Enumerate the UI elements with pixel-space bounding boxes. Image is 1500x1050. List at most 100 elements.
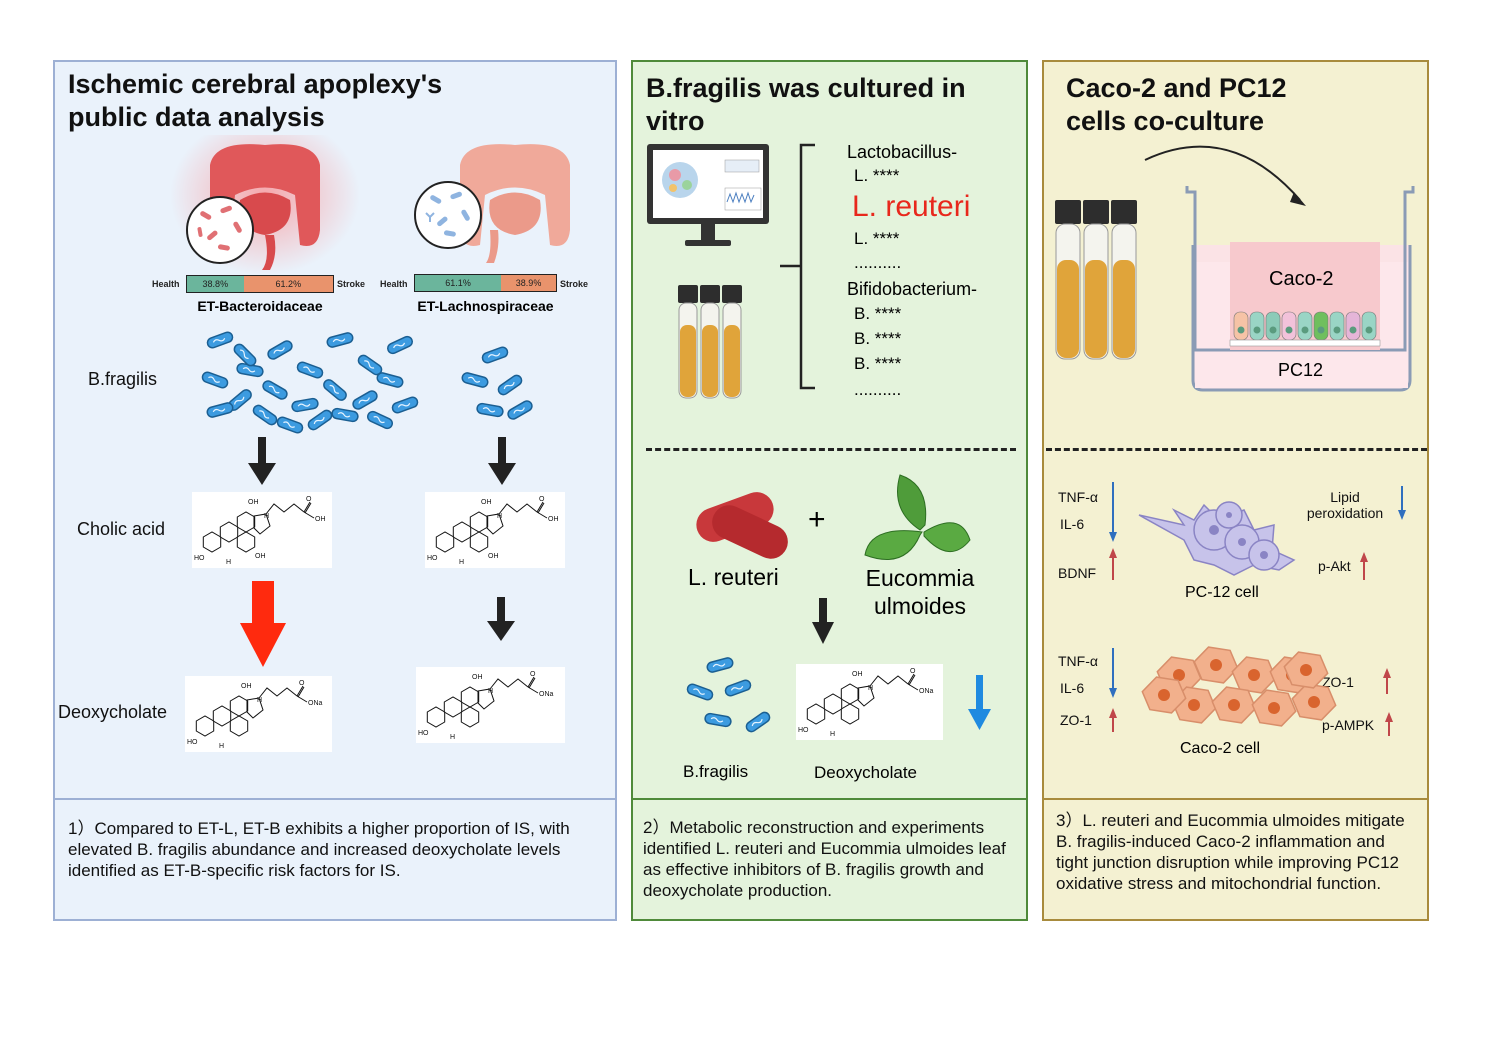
plus-sign: + — [808, 503, 826, 536]
pc12-lipid-peroxidation-label: Lipid peroxidation — [1306, 489, 1384, 521]
panel1-caption: 1）Compared to ET-L, ET-B exhibits a high… — [68, 819, 570, 880]
svg-text:H: H — [219, 743, 224, 750]
caco2-cell-icon — [1297, 311, 1313, 341]
bifido-species-2: B. **** — [854, 329, 902, 348]
bacterium-rod-icon — [291, 397, 319, 413]
caco2-cell-icon — [1233, 311, 1249, 341]
panel3-title: Caco-2 and PC12 cells co-culture — [1066, 73, 1287, 136]
panel2-treatment-icons — [696, 474, 971, 644]
right-bar: 61.1% 38.9% — [414, 274, 557, 292]
cell-nucleus-icon — [1300, 664, 1312, 676]
caco-tnfa-label: TNF-α — [1058, 653, 1098, 669]
intestine-healthy-icon — [460, 144, 570, 263]
svg-text:HO: HO — [418, 730, 429, 737]
bacterium-rod-icon — [331, 407, 359, 423]
left-bar-stroke-label: Stroke — [337, 279, 366, 289]
l-reuteri-bacteria-icon — [696, 492, 788, 559]
cell-nucleus-icon — [1228, 699, 1240, 711]
blue-down-arrow-icon — [968, 675, 991, 730]
magnifier-red-bacteria-icon — [186, 196, 254, 264]
bacterium-rod-icon — [724, 679, 752, 697]
svg-text:H: H — [830, 731, 835, 738]
panel-in-vitro-caption-box — [631, 798, 1028, 921]
svg-text:O: O — [530, 671, 536, 678]
cell-nucleus-icon — [1158, 689, 1170, 701]
red-up-arrow-icon — [1109, 708, 1117, 732]
blue-down-arrow-icon — [1398, 486, 1406, 520]
svg-text:O: O — [299, 680, 305, 687]
bacterium-rod-icon — [267, 340, 293, 360]
red-up-arrow-icon — [1385, 712, 1393, 736]
bfragilis-clusters — [201, 331, 533, 434]
panel-coculture-caption-box — [1042, 798, 1429, 921]
deoxycholate-structure-right: OH O ONa HO H H — [416, 667, 565, 743]
cell-nucleus-icon — [1210, 659, 1222, 671]
deoxycholate-label: Deoxycholate — [58, 702, 168, 722]
bifidobacterium-label: Bifidobacterium- — [847, 279, 978, 299]
pc12-pakt-label: p-Akt — [1318, 558, 1351, 574]
coculture-transwell-illustration — [1055, 145, 1415, 392]
svg-text:OH: OH — [248, 499, 259, 506]
computer-monitor-icon — [647, 144, 769, 246]
svg-text:H: H — [450, 734, 455, 741]
right-bar-name: ET-Lachnospiraceae — [417, 298, 554, 314]
caco2-cell-icon — [1361, 311, 1377, 341]
bacterium-rod-icon — [461, 372, 489, 388]
bacterium-rod-icon — [307, 409, 333, 431]
magnifier-blue-bacteria-icon — [414, 181, 482, 249]
svg-text:O: O — [910, 668, 916, 675]
cell-nucleus-icon — [1365, 326, 1373, 334]
deoxycholate-label-panel2: Deoxycholate — [814, 763, 918, 782]
bfragilis-cluster-reduced — [686, 657, 771, 733]
bacterium-rod-icon — [206, 331, 234, 349]
curved-arrow-icon — [1144, 145, 1301, 201]
cell-nucleus-icon — [1285, 326, 1293, 334]
caco2-compartment-label: Caco-2 — [1269, 268, 1334, 290]
svg-text:OH: OH — [241, 683, 252, 690]
svg-text:OH: OH — [315, 516, 326, 523]
right-bar-stroke-segment: 38.9% — [501, 275, 556, 291]
lacto-species-1: L. **** — [854, 166, 900, 185]
large-red-down-arrow-icon — [240, 581, 286, 667]
transwell-icon — [1185, 186, 1415, 392]
panel2-equipment — [647, 143, 815, 399]
deoxycholate-structure-left: OH O ONa HO H H — [185, 676, 332, 752]
panel2-title: B.fragilis was cultured in vitro — [646, 73, 966, 136]
bacterium-rod-icon — [745, 711, 771, 733]
bacterium-rod-icon — [706, 657, 734, 673]
cholic-acid-label: Cholic acid — [77, 519, 166, 539]
bfragilis-label-panel2: B.fragilis — [683, 762, 749, 781]
svg-text:ONa: ONa — [539, 691, 554, 698]
caco2-cell-icon — [1345, 311, 1361, 341]
caco2-cell-icon — [1265, 311, 1281, 341]
left-bar-health-label: Health — [152, 279, 180, 289]
bacterium-rod-icon — [352, 390, 378, 410]
cell-nucleus-icon — [1308, 696, 1320, 708]
cell-nucleus-icon — [1173, 669, 1185, 681]
bacterium-rod-icon — [366, 410, 394, 430]
cell-nucleus-icon — [1269, 326, 1277, 334]
blue-down-arrow-icon — [1109, 648, 1117, 698]
svg-text:OH: OH — [488, 553, 499, 560]
bracket-icon — [780, 143, 815, 390]
bacterium-rod-icon — [326, 332, 354, 348]
bacterium-rod-icon — [252, 404, 278, 426]
down-arrow-icon — [812, 598, 834, 644]
intestine-illustrations — [170, 135, 570, 275]
left-bar-stroke-segment: 61.2% — [243, 276, 333, 292]
cell-nucleus-icon — [1317, 326, 1325, 334]
blue-down-arrow-icon — [1109, 482, 1117, 542]
svg-text:OH: OH — [481, 499, 492, 506]
bacterium-rod-icon — [276, 416, 304, 434]
svg-text:H: H — [226, 559, 231, 566]
svg-text:H: H — [497, 513, 502, 520]
svg-text:ONa: ONa — [308, 700, 323, 707]
caco2-cell-icon — [1313, 311, 1329, 341]
panel1-arrows — [240, 437, 516, 667]
pc12-compartment-label: PC12 — [1278, 360, 1324, 380]
l-reuteri-label: L. reuteri — [688, 564, 779, 590]
cell-nucleus-icon — [1188, 699, 1200, 711]
svg-text:H: H — [488, 688, 493, 695]
